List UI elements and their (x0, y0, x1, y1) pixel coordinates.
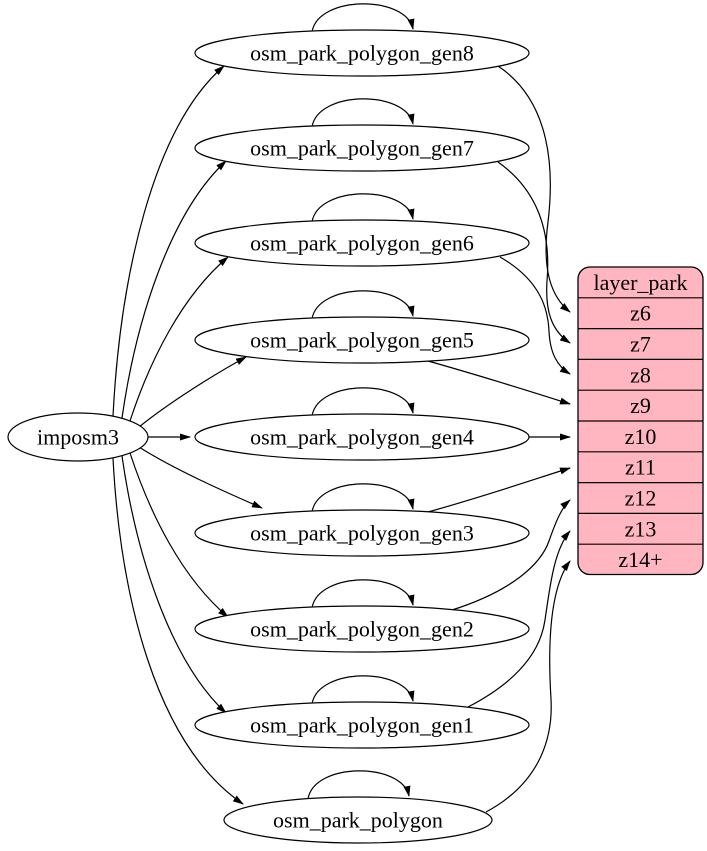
edge-imposm3-osm_park_polygon_gen1 (121, 455, 227, 714)
node-gen8-ellipse (194, 29, 530, 77)
edge-osm_park_polygon_gen8-z6 (497, 65, 571, 313)
node-gen4-label: osm_park_polygon_gen4 (250, 425, 474, 450)
node-osm_park_polygon_gen8: osm_park_polygon_gen8 (194, 29, 530, 77)
node-gen1-ellipse (194, 701, 530, 749)
node-gen8-label: osm_park_polygon_gen8 (250, 41, 474, 66)
node-osm_park_polygon_gen6: osm_park_polygon_gen6 (194, 219, 530, 267)
edge-imposm3-osm_park_polygon_gen3 (138, 446, 263, 509)
node-osm_park_polygon_gen3: osm_park_polygon_gen3 (194, 509, 530, 557)
edge-imposm3-osm_park_polygon (112, 457, 244, 805)
edge-osm_park_polygon_gen2-z12 (451, 499, 571, 611)
layer-park-title: layer_park (593, 270, 687, 295)
edge-osm_park_polygon_gen6-z8 (499, 256, 571, 375)
selfloop-osm_park_polygon_gen4 (311, 387, 415, 417)
edge-osm_park_polygon_gen1-z13 (467, 530, 571, 708)
layer-row-z6: z6 (630, 301, 651, 326)
edge-imposm3-osm_park_polygon_gen2 (129, 452, 229, 618)
layer-row-z11: z11 (625, 455, 656, 480)
edge-imposm3-osm_park_polygon_gen7 (121, 160, 227, 419)
node-gen7-ellipse (194, 124, 530, 172)
edge-imposm3-osm_park_polygon_gen6 (129, 256, 229, 422)
edge-imposm3-osm_park_polygon_gen5 (138, 356, 247, 428)
selfloop-osm_park_polygon_gen6 (311, 193, 415, 223)
selfloop-osm_park_polygon_gen1 (311, 675, 415, 705)
node-osm_park_polygon_gen4: osm_park_polygon_gen4 (194, 413, 530, 461)
layer-row-z12: z12 (625, 486, 657, 511)
layer-row-z13: z13 (625, 516, 657, 541)
selfloop-osm_park_polygon_gen7 (311, 98, 415, 128)
selfloop-osm_park_polygon_gen5 (311, 290, 415, 320)
node-osm_park_polygon: osm_park_polygon (223, 796, 493, 844)
node-gen5-label: osm_park_polygon_gen5 (250, 328, 474, 353)
node-gen4-ellipse (194, 413, 530, 461)
node-osm_park_polygon_gen1: osm_park_polygon_gen1 (194, 701, 530, 749)
layer-row-z7: z7 (630, 332, 651, 357)
edge-osm_park_polygon_gen7-z7 (497, 161, 571, 344)
layer-row-z10: z10 (625, 424, 657, 449)
node-osm_park_polygon-label: osm_park_polygon (273, 808, 443, 833)
edge-osm_park_polygon_gen3-z11 (427, 467, 571, 513)
node-gen2-label: osm_park_polygon_gen2 (250, 617, 474, 642)
edges-from-source (112, 65, 263, 805)
selfloop-osm_park_polygon_gen8 (311, 3, 415, 33)
node-osm_park_polygon-ellipse (223, 796, 493, 844)
edges-to-layer (427, 65, 571, 813)
edge-osm_park_polygon_gen5-z9 (427, 360, 571, 405)
node-osm_park_polygon_gen5: osm_park_polygon_gen5 (194, 316, 530, 364)
node-gen3-label: osm_park_polygon_gen3 (250, 521, 474, 546)
self-loop-edges (307, 3, 415, 800)
selfloop-osm_park_polygon (307, 770, 411, 800)
node-gen6-ellipse (194, 219, 530, 267)
node-imposm3-ellipse (7, 412, 149, 462)
node-gen2-ellipse (194, 605, 530, 653)
node-gen6-label: osm_park_polygon_gen6 (250, 231, 474, 256)
node-gen3-ellipse (194, 509, 530, 557)
node-imposm3-label: imposm3 (37, 425, 119, 450)
layer-row-z14plus: z14+ (618, 547, 662, 572)
selfloop-osm_park_polygon_gen3 (311, 483, 415, 513)
edge-osm_park_polygon-z14plus (485, 560, 571, 813)
node-imposm3: imposm3 (7, 412, 149, 462)
node-gen5-ellipse (194, 316, 530, 364)
node-osm_park_polygon_gen2: osm_park_polygon_gen2 (194, 605, 530, 653)
node-gen1-label: osm_park_polygon_gen1 (250, 713, 474, 738)
node-osm_park_polygon_gen7: osm_park_polygon_gen7 (194, 124, 530, 172)
selfloop-osm_park_polygon_gen2 (311, 579, 415, 609)
layer-row-z9: z9 (630, 393, 651, 418)
node-gen7-label: osm_park_polygon_gen7 (250, 136, 474, 161)
edge-imposm3-osm_park_polygon_gen8 (112, 65, 225, 417)
layer-row-z8: z8 (630, 362, 651, 387)
layer-park-record: layer_park z6 z7 z8 z9 z10 z11 z12 z13 z… (577, 266, 704, 576)
